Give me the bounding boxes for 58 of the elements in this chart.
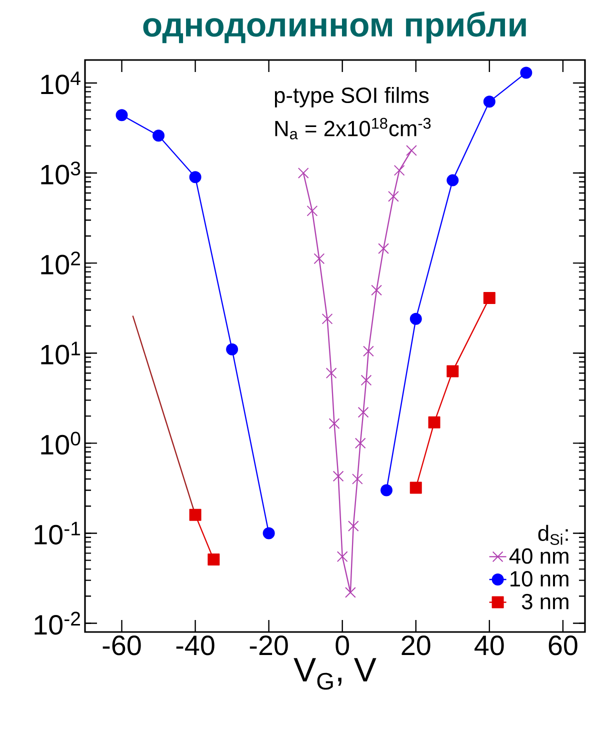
x-tick-label: 40 bbox=[474, 636, 504, 656]
y-tick-label: 10$^{2}$ bbox=[41, 252, 80, 275]
annotation: N$_{a}$ = 2x10$^{18}$cm$^{-3}$ bbox=[275, 118, 431, 140]
point bbox=[322, 313, 333, 324]
point bbox=[406, 145, 417, 156]
y-tick-label: 10$^{1}$ bbox=[41, 342, 80, 364]
x-tick-label: -60 bbox=[102, 636, 141, 656]
y-tick-label: 10$^{-2}$ bbox=[34, 612, 80, 635]
x-axis-title: V$_{G}$, V bbox=[294, 658, 376, 690]
point bbox=[483, 292, 496, 304]
point bbox=[354, 438, 366, 449]
point bbox=[371, 284, 382, 296]
point bbox=[262, 527, 275, 540]
point bbox=[306, 205, 318, 216]
point bbox=[483, 96, 496, 108]
point bbox=[336, 551, 348, 562]
point bbox=[189, 508, 202, 521]
legend-label: 3 nm bbox=[522, 594, 568, 610]
legend-label: 10 nm bbox=[510, 571, 568, 587]
point bbox=[348, 520, 359, 532]
point bbox=[394, 164, 405, 176]
point bbox=[328, 418, 340, 430]
y-tick-label: 10$^{3}$ bbox=[41, 162, 80, 184]
x-tick-label: 60 bbox=[548, 636, 578, 656]
y-tick-label: 10$^{4}$ bbox=[41, 72, 80, 94]
x-tick-label: -40 bbox=[176, 636, 214, 656]
chart-title: однодолинном прибли bbox=[143, 12, 526, 44]
point bbox=[189, 171, 202, 184]
point bbox=[360, 374, 372, 386]
point bbox=[116, 109, 128, 122]
point bbox=[363, 346, 374, 357]
point bbox=[410, 312, 422, 325]
point bbox=[388, 190, 399, 202]
point bbox=[226, 343, 238, 356]
y-tick-label: 10$^{0}$ bbox=[41, 432, 80, 455]
y-tick-label: 10$^{-1}$ bbox=[34, 522, 80, 545]
point bbox=[446, 174, 459, 186]
point bbox=[326, 368, 337, 379]
point bbox=[380, 484, 392, 496]
point bbox=[298, 168, 309, 178]
point bbox=[314, 253, 325, 264]
point bbox=[520, 66, 532, 79]
point bbox=[410, 482, 422, 494]
point bbox=[152, 130, 165, 142]
legend-title: d$_{Si}$: bbox=[538, 524, 568, 545]
point bbox=[208, 554, 220, 566]
point bbox=[378, 243, 389, 254]
point bbox=[344, 586, 356, 598]
x-tick-label: -20 bbox=[250, 636, 288, 656]
annotation: p-type SOI films bbox=[274, 86, 429, 108]
point bbox=[332, 470, 344, 482]
legend-label: 40 nm bbox=[509, 548, 568, 564]
point bbox=[352, 474, 363, 484]
point bbox=[428, 416, 440, 428]
point bbox=[358, 406, 369, 418]
x-tick-label: 0 bbox=[336, 636, 350, 656]
x-tick-label: 20 bbox=[402, 636, 430, 656]
point bbox=[446, 365, 459, 378]
